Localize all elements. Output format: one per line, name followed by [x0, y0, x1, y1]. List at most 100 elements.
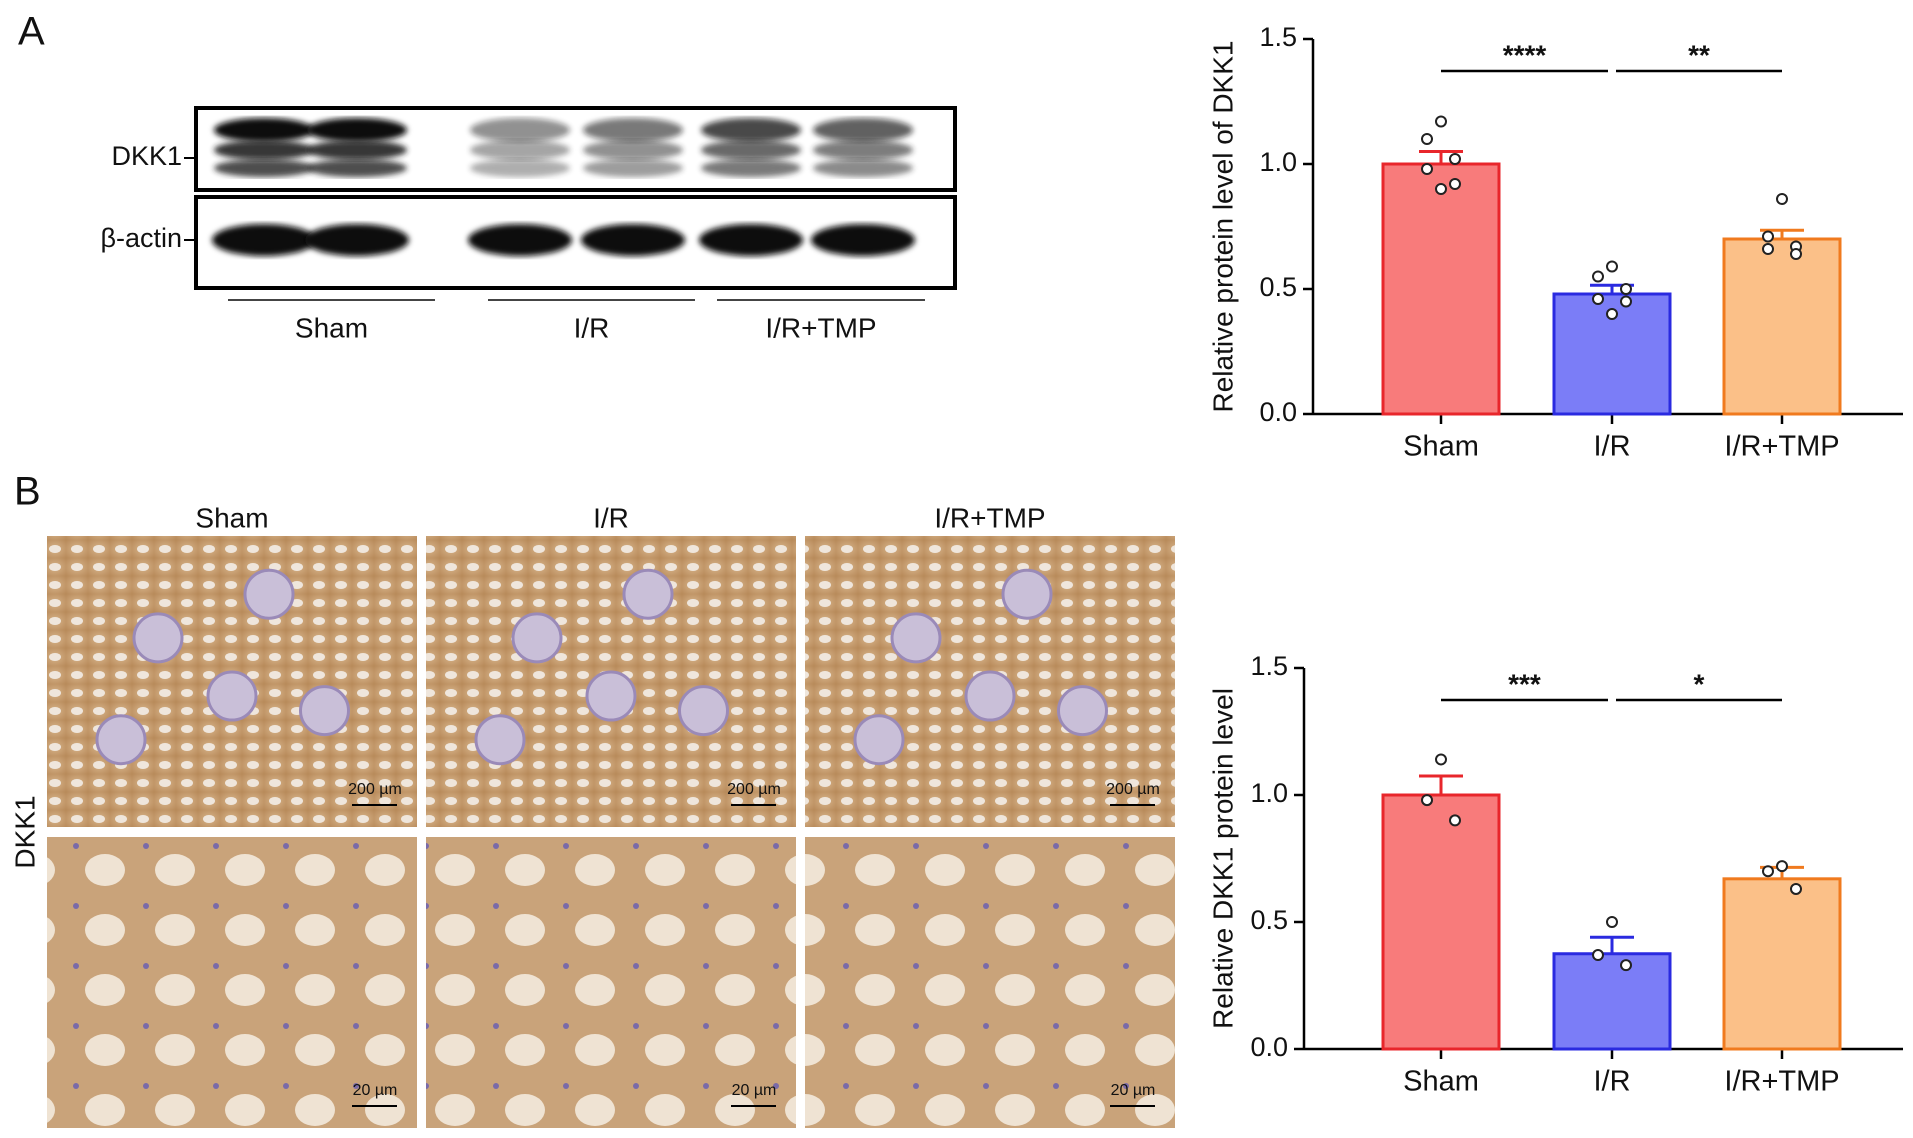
- error-bar: [1419, 150, 1463, 164]
- western-blot: DKK1 β-actin Sham I/R I/R+TMP: [100, 106, 957, 343]
- data-point: [1620, 959, 1632, 972]
- data-point: [1776, 193, 1788, 205]
- glomerulus: [585, 670, 637, 722]
- glomerulus: [243, 568, 295, 620]
- band: [305, 224, 409, 256]
- scale-label: 200 µm: [1106, 781, 1160, 798]
- bar: [1552, 952, 1672, 1051]
- group-label: Sham: [295, 312, 368, 343]
- glomerulus: [299, 685, 350, 737]
- data-point: [1592, 293, 1604, 305]
- scale-label: 20 µm: [1111, 1082, 1156, 1099]
- x-tick-label: I/R: [1593, 1066, 1630, 1098]
- y-tick-label: 1.5: [1250, 651, 1288, 681]
- data-point: [1606, 916, 1618, 928]
- band: [701, 118, 801, 142]
- group-label: I/R+TMP: [765, 312, 876, 343]
- error-bar: [1590, 935, 1634, 954]
- x-tick-label: I/R: [1593, 431, 1630, 463]
- data-point: [1421, 794, 1433, 807]
- data-point: [1606, 308, 1618, 320]
- band: [583, 140, 683, 160]
- band: [214, 140, 314, 160]
- band: [699, 224, 803, 256]
- data-point: [1776, 860, 1788, 873]
- glomerulus: [890, 612, 942, 664]
- y-tick-label: 0.5: [1250, 905, 1288, 935]
- column-label: I/R: [593, 502, 629, 533]
- data-point: [1449, 178, 1461, 190]
- glomerulus: [206, 670, 258, 722]
- band: [581, 224, 685, 256]
- micrographs: Sham I/R I/R+TMP DKK1 200 µm 200 µm 200 µm 20 µ…: [9, 502, 1175, 1128]
- bar: [1722, 877, 1842, 1051]
- glomerulus: [1057, 685, 1108, 737]
- band: [583, 159, 683, 177]
- glomerulus: [1001, 568, 1053, 620]
- data-point: [1606, 260, 1618, 273]
- y-axis-label: Relative protein level of DKK1: [1207, 41, 1238, 413]
- scale-label: 20 µm: [353, 1082, 398, 1099]
- band: [307, 140, 407, 160]
- data-point: [1421, 163, 1433, 175]
- band: [470, 159, 570, 177]
- data-point: [1592, 270, 1604, 283]
- error-bar: [1419, 774, 1463, 795]
- glomerulus: [622, 568, 674, 620]
- band: [701, 140, 801, 160]
- y-axis-label: Relative DKK1 protein level: [1207, 688, 1238, 1029]
- significance-label: ****: [1503, 39, 1547, 70]
- data-point: [1620, 295, 1632, 308]
- glomerulus: [511, 612, 563, 664]
- x-tick-label: Sham: [1403, 1066, 1479, 1098]
- data-point: [1762, 230, 1774, 243]
- scale-label: 200 µm: [348, 781, 402, 798]
- significance-label: *: [1694, 668, 1705, 699]
- data-point: [1592, 949, 1604, 962]
- band: [470, 140, 570, 160]
- data-point: [1435, 115, 1447, 128]
- band-label: DKK1: [111, 141, 182, 171]
- significance-label: **: [1688, 39, 1710, 70]
- glomerulus: [474, 714, 526, 766]
- band: [583, 118, 683, 142]
- scale-label: 20 µm: [732, 1082, 777, 1099]
- micrograph: [47, 837, 417, 1128]
- glomerulus: [853, 714, 905, 766]
- bar: [1381, 162, 1501, 416]
- y-tick-label: 1.0: [1250, 778, 1288, 808]
- data-point: [1421, 133, 1433, 145]
- x-tick-label: I/R+TMP: [1724, 431, 1839, 463]
- glomerulus: [95, 714, 147, 766]
- data-point: [1435, 183, 1447, 195]
- panel-label: A: [18, 10, 45, 54]
- band: [811, 224, 915, 256]
- band: [212, 224, 316, 256]
- data-point: [1449, 814, 1461, 827]
- band-label: β-actin: [100, 223, 182, 253]
- error-bar: [1760, 228, 1804, 239]
- data-point: [1449, 153, 1461, 165]
- y-tick-label: 0.0: [1250, 1032, 1288, 1062]
- band: [701, 159, 801, 177]
- glomerulus: [132, 612, 184, 664]
- band: [307, 118, 407, 142]
- scale-label: 200 µm: [727, 781, 781, 798]
- row-label: DKK1: [9, 795, 40, 868]
- data-point: [1762, 243, 1774, 255]
- panel-label: B: [14, 470, 41, 514]
- micrograph: [426, 837, 796, 1128]
- band: [470, 118, 570, 142]
- bar: [1722, 237, 1842, 416]
- x-tick-label: I/R+TMP: [1724, 1066, 1839, 1098]
- y-tick-label: 1.5: [1259, 22, 1297, 52]
- band: [813, 159, 913, 177]
- data-point: [1790, 248, 1802, 260]
- micrograph: [805, 837, 1175, 1128]
- y-tick-label: 1.0: [1259, 147, 1297, 177]
- column-label: Sham: [195, 502, 268, 533]
- glomerulus: [964, 670, 1016, 722]
- data-point: [1790, 882, 1802, 895]
